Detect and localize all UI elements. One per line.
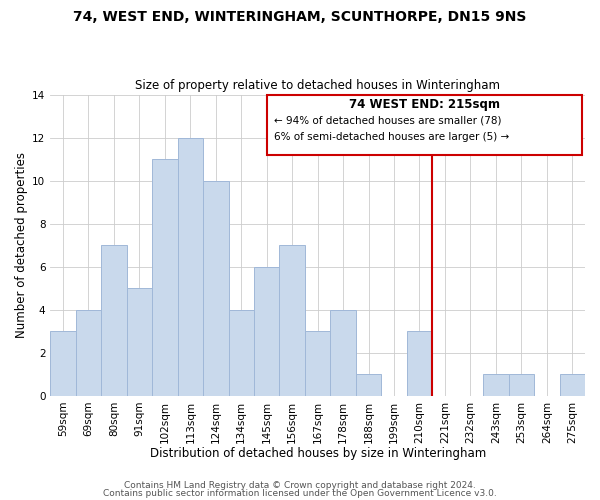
Bar (76, 310, 101, 396)
Bar (229, 310, 254, 396)
Text: Contains public sector information licensed under the Open Government Licence v3: Contains public sector information licen… (103, 488, 497, 498)
Text: 6% of semi-detached houses are larger (5) →: 6% of semi-detached houses are larger (5… (274, 132, 509, 142)
Bar (203, 180, 229, 396)
Bar (560, 374, 585, 396)
Bar (280, 245, 305, 396)
Text: 74 WEST END: 215sqm: 74 WEST END: 215sqm (349, 98, 500, 112)
Bar (50, 332, 76, 396)
Bar (331, 310, 356, 396)
Text: Contains HM Land Registry data © Crown copyright and database right 2024.: Contains HM Land Registry data © Crown c… (124, 481, 476, 490)
Bar (407, 332, 432, 396)
Text: 74, WEST END, WINTERINGHAM, SCUNTHORPE, DN15 9NS: 74, WEST END, WINTERINGHAM, SCUNTHORPE, … (73, 10, 527, 24)
Bar (178, 138, 203, 396)
FancyBboxPatch shape (267, 94, 583, 155)
Bar (127, 288, 152, 396)
Bar (356, 374, 381, 396)
Bar (101, 245, 127, 396)
Y-axis label: Number of detached properties: Number of detached properties (15, 152, 28, 338)
Text: ← 94% of detached houses are smaller (78): ← 94% of detached houses are smaller (78… (274, 115, 502, 125)
X-axis label: Distribution of detached houses by size in Winteringham: Distribution of detached houses by size … (149, 447, 486, 460)
Bar (305, 332, 331, 396)
Bar (254, 266, 280, 396)
Title: Size of property relative to detached houses in Winteringham: Size of property relative to detached ho… (135, 79, 500, 92)
Bar (509, 374, 534, 396)
Bar (483, 374, 509, 396)
Bar (152, 159, 178, 396)
